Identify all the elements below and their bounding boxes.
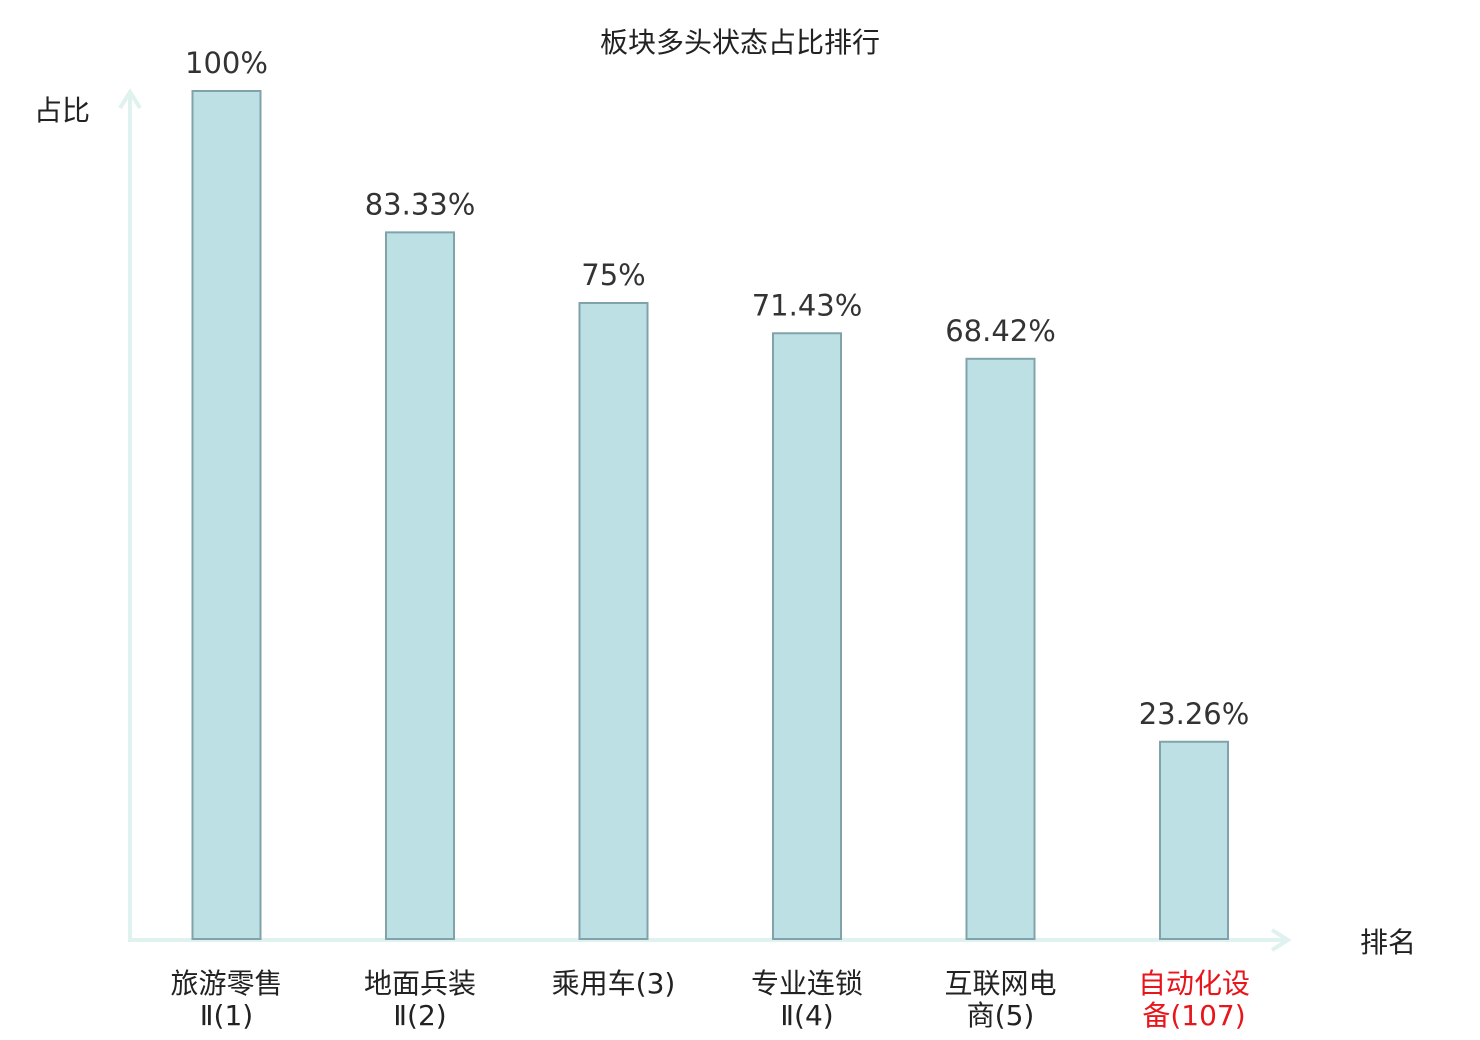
y-axis-arrow [118,88,142,110]
value-label-3: 75% [581,258,645,292]
bar-2 [385,231,455,941]
bar-4 [772,332,842,940]
value-label-1: 100% [185,46,268,80]
category-label-6-line-1: 自动化设 [1138,967,1250,1000]
category-label-4-line-2: Ⅱ(4) [780,999,833,1032]
bar-5 [965,357,1036,940]
category-label-1-line-1: 旅游零售 [170,967,282,1000]
category-label-5-line-1: 互联网电 [944,967,1056,1000]
value-labels-group: 100% 83.33% 75% 71.43% 68.42% 23.26% [185,46,1249,731]
bar-6 [1159,740,1229,940]
category-label-2-line-2: Ⅱ(2) [393,999,446,1032]
value-label-6: 23.26% [1139,697,1250,731]
category-label-2-line-1: 地面兵装 [364,967,476,1000]
category-label-3-line-1: 乘用车(3) [552,967,676,1000]
value-label-5: 68.42% [945,314,1056,348]
value-label-4: 71.43% [752,288,863,322]
category-label-6-line-2: 备(107) [1142,999,1245,1032]
chart-title: 板块多头状态占比排行 [600,26,880,59]
category-label-5-line-2: 商(5) [967,999,1035,1032]
x-axis-label: 排名 [1360,926,1416,959]
bar-1 [191,90,262,940]
x-axis-arrow [1270,928,1292,952]
bar-3 [578,302,649,940]
category-label-1-line-2: Ⅱ(1) [200,999,253,1032]
bars-group [191,90,1229,941]
value-label-2: 83.33% [365,187,476,221]
y-axis-label: 占比 [34,94,90,127]
category-label-4-line-1: 专业连锁 [751,967,863,1000]
